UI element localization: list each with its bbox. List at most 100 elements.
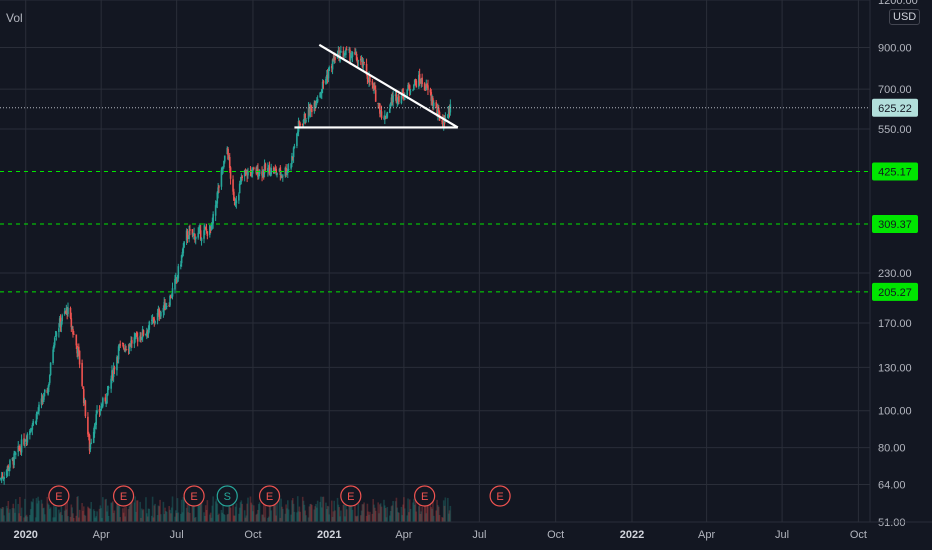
candle-body — [269, 174, 272, 176]
volume-bar — [279, 517, 282, 522]
volume-bar — [158, 506, 161, 522]
candle-body — [75, 334, 78, 346]
volume-bar — [243, 510, 246, 522]
x-tick-label: Apr — [698, 529, 715, 541]
volume-bar — [378, 513, 380, 522]
volume-bar — [328, 514, 331, 522]
volume-bar — [88, 508, 91, 522]
currency-button[interactable]: USD — [889, 9, 921, 25]
volume-bar — [372, 499, 375, 522]
candle-body — [257, 168, 259, 177]
volume-bar — [93, 510, 96, 522]
candle-body — [67, 307, 69, 315]
candles — [0, 45, 452, 485]
candle-body — [209, 226, 212, 229]
volume-bar — [218, 513, 220, 522]
volume-bar — [112, 512, 115, 522]
volume-bar — [418, 501, 421, 522]
candle-body — [129, 343, 132, 346]
candle-body — [216, 192, 219, 204]
volume-bar — [415, 511, 418, 522]
candle-body — [13, 453, 15, 466]
candle-body — [95, 414, 98, 425]
candle-body — [369, 74, 371, 82]
volume-bar — [408, 499, 411, 522]
candle-body — [59, 317, 62, 327]
earnings-event-marker — [340, 485, 362, 507]
volume-bar — [40, 499, 43, 522]
candle-body — [20, 439, 23, 453]
candle-body — [58, 328, 60, 332]
candle-body — [280, 174, 282, 176]
volume-bar — [1, 507, 4, 522]
volume-bar — [296, 496, 299, 522]
volume-bar — [209, 512, 212, 522]
volume-bar — [356, 515, 359, 522]
candle-body — [337, 50, 340, 55]
y-tick-label: 170.00 — [878, 318, 912, 330]
volume-bar — [333, 500, 336, 522]
volume-bar — [432, 500, 434, 522]
y-tick-label: 130.00 — [878, 362, 912, 374]
candle-body — [303, 113, 306, 121]
volume-bar — [84, 515, 87, 522]
volume-bar — [58, 509, 60, 522]
volume-bar — [102, 497, 104, 522]
candle-body — [373, 87, 375, 89]
volume-bar — [8, 512, 10, 522]
candle-body — [189, 229, 191, 231]
volume-bar — [232, 502, 234, 522]
candle-body — [281, 175, 283, 177]
candle-body — [168, 305, 170, 307]
volume-bar — [133, 502, 136, 522]
volume-bar — [170, 513, 172, 522]
volume-bar — [42, 508, 44, 522]
candle-body — [362, 60, 365, 67]
volume-bar — [258, 502, 261, 522]
candle-body — [424, 89, 427, 91]
volume-bar — [321, 496, 324, 522]
volume-bar — [345, 509, 348, 522]
candle-body — [169, 295, 171, 306]
candle-body — [12, 459, 15, 465]
candle-body — [111, 370, 113, 380]
volume-bar — [365, 515, 368, 522]
candle-body — [200, 238, 203, 242]
volume-bar — [215, 498, 218, 522]
volume-bar — [214, 501, 217, 522]
x-tick-label: Jul — [170, 529, 184, 541]
volume-bar — [264, 501, 267, 522]
volume-bar — [7, 500, 10, 522]
candle-body — [218, 186, 220, 188]
candle-body — [320, 89, 323, 94]
candle-body — [214, 205, 217, 216]
volume-bar — [107, 505, 109, 522]
volume-bar — [330, 500, 333, 522]
volume-bar — [107, 515, 110, 522]
candle-body — [43, 392, 45, 400]
candle-body — [379, 111, 382, 115]
volume-bar — [368, 514, 370, 522]
volume-bar — [278, 496, 281, 522]
y-tick-label: 550.00 — [878, 124, 912, 136]
candle-body — [199, 228, 201, 231]
candle-body — [415, 80, 418, 88]
volume-bar — [319, 501, 321, 522]
candle-body — [330, 65, 333, 69]
volume-bar — [98, 508, 101, 522]
volume-bar — [429, 497, 432, 522]
candle-body — [128, 343, 131, 349]
volume-bar — [37, 496, 39, 522]
volume-bar — [23, 517, 25, 522]
volume-bar — [363, 502, 365, 522]
y-tick-label: 64.00 — [878, 479, 906, 491]
candle-body — [332, 58, 335, 62]
candle-body — [396, 101, 399, 103]
volume-bar — [351, 509, 354, 522]
candle-body — [133, 337, 136, 344]
candle-body — [204, 228, 206, 230]
volume-bar — [299, 511, 302, 522]
volume-bar — [418, 506, 420, 522]
candle-body — [354, 52, 356, 55]
